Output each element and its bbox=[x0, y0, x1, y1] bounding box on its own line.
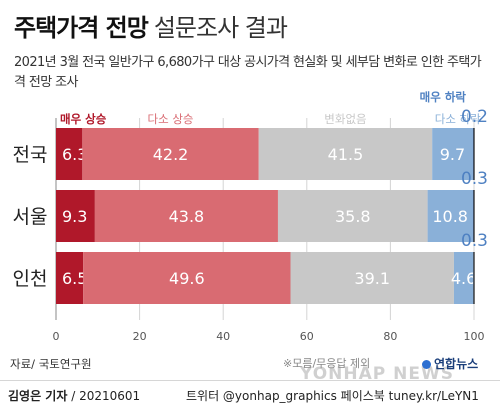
bar-fall-0 bbox=[432, 128, 473, 180]
logo-icon bbox=[422, 360, 431, 369]
source-label: 자료/ 국토연구원 bbox=[10, 357, 92, 371]
legend-no-change: 변화없음 bbox=[324, 112, 366, 126]
legend-rise: 다소 상승 bbox=[148, 112, 194, 126]
category-label-2: 인천 bbox=[13, 268, 48, 290]
legend-sharp-rise: 매우 상승 bbox=[60, 112, 107, 126]
x-tick-label-20: 20 bbox=[133, 330, 147, 343]
data-label-no-change-1: 35.8 bbox=[335, 207, 371, 226]
bar-fall-1 bbox=[427, 190, 473, 242]
category-label-0: 전국 bbox=[13, 144, 48, 166]
x-tick-label-100: 100 bbox=[464, 330, 485, 343]
x-tick-label-60: 60 bbox=[300, 330, 314, 343]
bar-sharp-rise-2 bbox=[56, 252, 84, 304]
legend-fall: 다소 하락 bbox=[435, 112, 481, 126]
credit-name: 김영은 기자 bbox=[8, 389, 68, 403]
data-label-rise-0: 42.2 bbox=[153, 145, 189, 164]
bar-no-change-1 bbox=[277, 190, 428, 242]
data-label-no-change-2: 39.1 bbox=[354, 269, 390, 288]
data-label-sharp-fall-0: 0.2 bbox=[461, 107, 488, 127]
bar-rise-2 bbox=[83, 252, 291, 304]
title-sub: 설문조사 결과 bbox=[153, 14, 288, 42]
chart-subtitle: 2021년 3월 전국 일반가구 6,680가구 대상 공시가격 현실화 및 세… bbox=[14, 55, 482, 90]
title-main: 주택가격 전망 bbox=[14, 14, 149, 42]
data-label-fall-2: 4.6 bbox=[451, 269, 476, 288]
x-tick-label-0: 0 bbox=[53, 330, 60, 343]
data-label-fall-1: 10.8 bbox=[432, 207, 468, 226]
note-label: ※모름/무응답 제외 bbox=[283, 357, 371, 370]
legend-sharp-fall: 매우 하락 bbox=[420, 90, 467, 104]
bar-sharp-rise-1 bbox=[56, 190, 95, 242]
bar-no-change-2 bbox=[290, 252, 454, 304]
bar-no-change-0 bbox=[258, 128, 433, 180]
data-label-fall-0: 9.7 bbox=[440, 145, 465, 164]
data-label-sharp-fall-1: 0.3 bbox=[461, 169, 488, 189]
watermark: YONHAP NEWS bbox=[300, 364, 454, 384]
logo-text: 연합뉴스 bbox=[434, 357, 479, 371]
social-links: 트위터 @yonhap_graphics 페이스북 tuney.kr/LeYN1 bbox=[186, 389, 479, 403]
chart-title: 주택가격 전망 설문조사 결과 bbox=[14, 8, 288, 43]
data-label-sharp-rise-0: 6.3 bbox=[62, 145, 87, 164]
bar-fall-2 bbox=[453, 252, 474, 304]
credit-date: / 20210601 bbox=[71, 389, 141, 403]
credit: 김영은 기자 / 20210601 bbox=[8, 387, 140, 404]
data-label-sharp-fall-2: 0.3 bbox=[461, 231, 488, 251]
x-tick-label-40: 40 bbox=[216, 330, 230, 343]
data-label-sharp-rise-2: 6.5 bbox=[62, 269, 87, 288]
category-label-1: 서울 bbox=[13, 206, 48, 228]
data-label-rise-2: 49.6 bbox=[169, 269, 205, 288]
yonhap-logo: 연합뉴스 bbox=[422, 355, 478, 372]
data-label-no-change-0: 41.5 bbox=[328, 145, 364, 164]
bar-rise-1 bbox=[94, 190, 278, 242]
bar-sharp-fall-0 bbox=[472, 128, 474, 180]
bar-sharp-rise-0 bbox=[56, 128, 83, 180]
data-label-rise-1: 43.8 bbox=[169, 207, 205, 226]
credit-bar: 김영은 기자 / 20210601 트위터 @yonhap_graphics 페… bbox=[0, 380, 500, 406]
x-tick-label-80: 80 bbox=[383, 330, 397, 343]
bar-rise-0 bbox=[82, 128, 259, 180]
data-label-sharp-rise-1: 9.3 bbox=[62, 207, 87, 226]
